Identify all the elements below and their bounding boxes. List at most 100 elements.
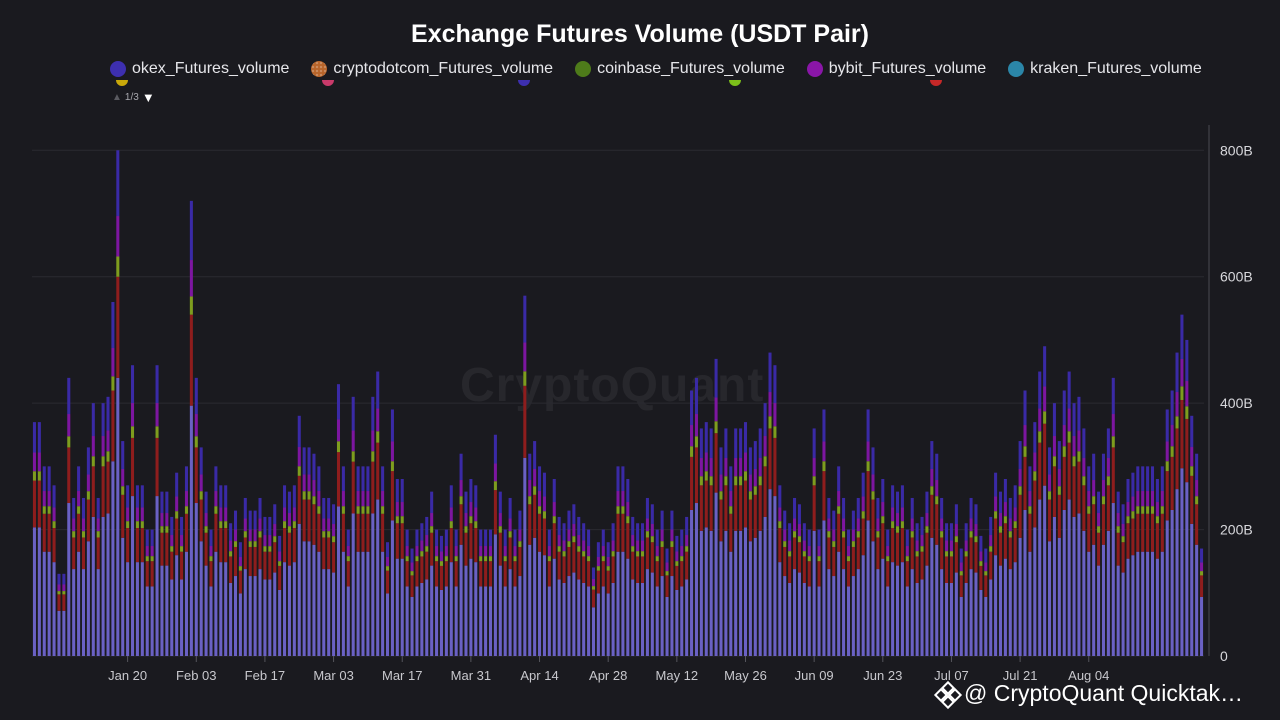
bar-stack[interactable]	[812, 428, 816, 656]
bar-stack[interactable]	[1185, 339, 1189, 656]
bar-stack[interactable]	[283, 485, 287, 656]
bar-stack[interactable]	[538, 466, 542, 656]
bar-stack[interactable]	[498, 491, 502, 656]
bar-stack[interactable]	[758, 428, 762, 656]
bar-stack[interactable]	[287, 491, 291, 656]
bar-stack[interactable]	[1195, 453, 1199, 656]
bar-stack[interactable]	[709, 428, 713, 656]
bar-stack[interactable]	[484, 529, 488, 656]
bar-stack[interactable]	[459, 453, 463, 656]
bar-stack[interactable]	[1116, 491, 1120, 656]
bar-stack[interactable]	[542, 472, 546, 656]
bar-stack[interactable]	[1141, 466, 1145, 656]
bar-stack[interactable]	[675, 535, 679, 656]
bar-stack[interactable]	[611, 523, 615, 656]
bar-stack[interactable]	[1121, 504, 1125, 656]
bar-stack[interactable]	[449, 485, 453, 656]
bar-stack[interactable]	[886, 529, 890, 656]
bar-stack[interactable]	[111, 302, 115, 656]
bar-stack[interactable]	[714, 358, 718, 656]
bar-stack[interactable]	[920, 516, 924, 656]
bar-stack[interactable]	[386, 542, 390, 656]
bar-stack[interactable]	[405, 529, 409, 656]
bar-stack[interactable]	[881, 479, 885, 656]
bar-stack[interactable]	[479, 529, 483, 656]
bar-stack[interactable]	[37, 422, 41, 656]
bar-stack[interactable]	[1018, 441, 1022, 656]
bar-stack[interactable]	[439, 535, 443, 656]
bar-stack[interactable]	[1131, 472, 1135, 656]
bar-stack[interactable]	[307, 447, 311, 656]
bar-stack[interactable]	[935, 453, 939, 656]
bar-stack[interactable]	[273, 504, 277, 656]
bar-stack[interactable]	[596, 542, 600, 656]
bar-stack[interactable]	[778, 485, 782, 656]
bar-stack[interactable]	[1200, 548, 1204, 656]
bar-stack[interactable]	[802, 523, 806, 656]
bar-stack[interactable]	[1111, 377, 1115, 656]
bar-stack[interactable]	[655, 529, 659, 656]
bar-stack[interactable]	[131, 365, 135, 656]
bar-stack[interactable]	[238, 542, 242, 656]
bar-stack[interactable]	[690, 390, 694, 657]
bar-stack[interactable]	[616, 466, 620, 656]
bar-stack[interactable]	[1155, 479, 1159, 656]
bar-stack[interactable]	[91, 403, 95, 656]
bar-stack[interactable]	[57, 573, 61, 656]
bar-stack[interactable]	[62, 573, 66, 656]
bar-stack[interactable]	[621, 466, 625, 656]
bar-stack[interactable]	[312, 453, 316, 656]
legend-item-coinbase[interactable]: coinbase_Futures_volume	[575, 60, 785, 78]
bar-stack[interactable]	[1062, 390, 1066, 657]
bar-stack[interactable]	[145, 529, 149, 656]
bar-stack[interactable]	[1023, 390, 1027, 657]
bar-stack[interactable]	[577, 516, 581, 656]
bar-stack[interactable]	[670, 510, 674, 656]
legend-item-bybit[interactable]: bybit_Futures_volume	[806, 60, 986, 78]
bar-stack[interactable]	[464, 491, 468, 656]
bar-stack[interactable]	[940, 497, 944, 656]
bar-stack[interactable]	[52, 485, 56, 656]
bar-stack[interactable]	[1190, 415, 1194, 656]
bar-stack[interactable]	[415, 529, 419, 656]
bar-stack[interactable]	[915, 523, 919, 656]
bar-stack[interactable]	[1028, 466, 1032, 656]
bar-stack[interactable]	[86, 447, 90, 656]
bar-stack[interactable]	[949, 523, 953, 656]
bar-stack[interactable]	[189, 200, 193, 656]
bar-stack[interactable]	[994, 472, 998, 656]
bar-stack[interactable]	[925, 491, 929, 656]
bar-stack[interactable]	[1038, 371, 1042, 656]
bar-stack[interactable]	[121, 441, 125, 656]
bar-stack[interactable]	[1165, 409, 1169, 656]
bar-stack[interactable]	[346, 529, 350, 656]
bar-stack[interactable]	[351, 396, 355, 656]
bar-stack[interactable]	[292, 485, 296, 656]
bar-stack[interactable]	[832, 510, 836, 656]
bar-stack[interactable]	[253, 510, 257, 656]
bar-stack[interactable]	[641, 523, 645, 656]
bar-stack[interactable]	[572, 504, 576, 656]
bar-stack[interactable]	[793, 497, 797, 656]
bar-stack[interactable]	[366, 466, 370, 656]
bar-stack[interactable]	[297, 415, 301, 656]
bar-stack[interactable]	[636, 523, 640, 656]
bar-stack[interactable]	[567, 510, 571, 656]
bar-stack[interactable]	[1101, 453, 1105, 656]
bar-stack[interactable]	[72, 497, 76, 656]
bar-stack[interactable]	[160, 491, 164, 656]
bar-stack[interactable]	[1067, 371, 1071, 656]
bar-stack[interactable]	[400, 479, 404, 656]
bar-stack[interactable]	[842, 497, 846, 656]
bar-stack[interactable]	[528, 453, 532, 656]
bar-stack[interactable]	[488, 529, 493, 656]
bar-stack[interactable]	[552, 479, 556, 656]
bar-stack[interactable]	[1106, 428, 1110, 656]
bar-stack[interactable]	[199, 447, 203, 656]
bar-stack[interactable]	[650, 504, 654, 656]
bar-stack[interactable]	[1003, 479, 1007, 656]
bar-stack[interactable]	[395, 479, 399, 656]
bar-stack[interactable]	[332, 504, 336, 656]
bar-stack[interactable]	[1077, 396, 1081, 656]
bar-stack[interactable]	[734, 428, 738, 656]
